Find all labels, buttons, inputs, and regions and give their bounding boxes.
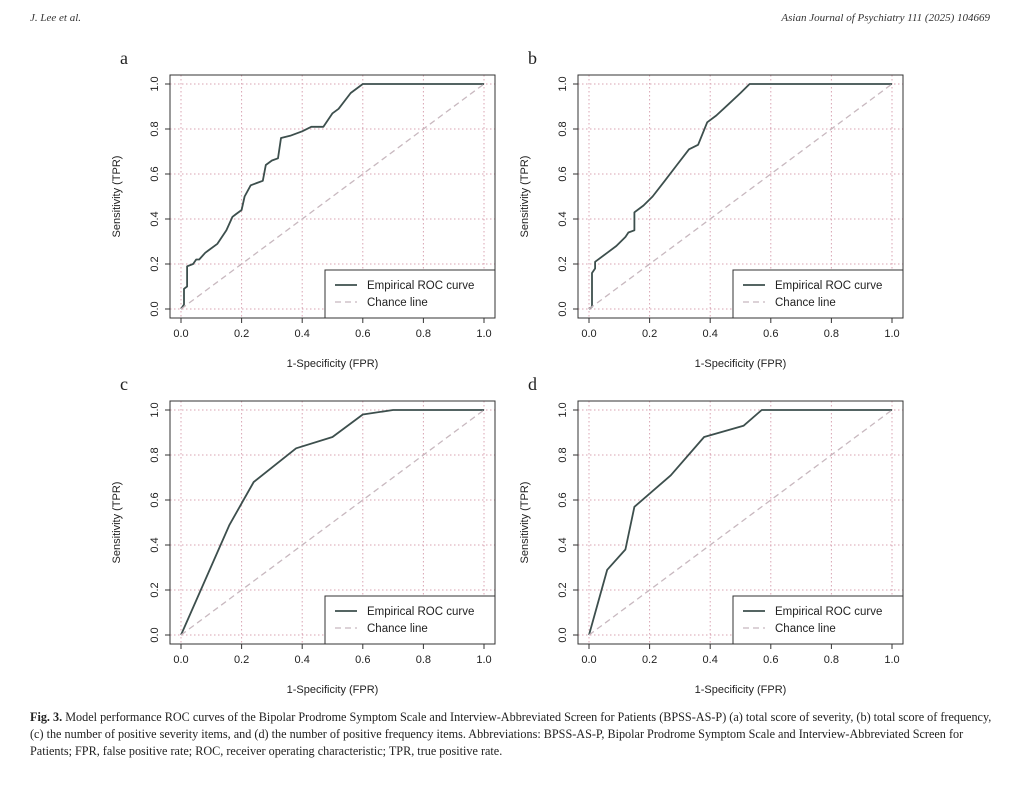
y-tick-label: 0.0 [149, 301, 161, 316]
y-tick-label: 0.0 [557, 301, 569, 316]
x-tick-label: 0.2 [234, 654, 249, 666]
x-tick-label: 0.2 [642, 328, 657, 340]
x-tick-label: 1.0 [476, 328, 491, 340]
x-tick-label: 0.4 [295, 328, 310, 340]
x-tick-label: 0.0 [173, 328, 188, 340]
panel-letter: c [120, 374, 128, 394]
legend-label: Chance line [775, 623, 836, 635]
figure-caption: Fig. 3. Model performance ROC curves of … [30, 709, 992, 760]
roc-chart-b: b 0.0 0.2 0.4 0.6 0.8 1.0 0.0 0.2 0.4 0.6 0.8 1.0 1-S… [519, 48, 904, 370]
figure-caption-text: Model performance ROC curves of the Bipo… [30, 710, 992, 758]
x-tick-label: 0.8 [824, 654, 839, 666]
y-tick-label: 0.2 [557, 256, 569, 271]
y-tick-label: 0.8 [149, 121, 161, 136]
x-tick-label: 0.6 [763, 328, 778, 340]
roc-curve [588, 83, 892, 310]
running-head-journal: Asian Journal of Psychiatry 111 (2025) 1… [781, 12, 990, 24]
x-tick-label: 0.4 [703, 654, 718, 666]
y-tick-label: 1.0 [149, 402, 161, 417]
figure-label: Fig. 3. [30, 710, 63, 724]
legend-label: Chance line [367, 623, 428, 635]
legend-label: Empirical ROC curve [367, 606, 474, 618]
running-head-authors: J. Lee et al. [30, 12, 82, 24]
y-tick-label: 0.2 [149, 582, 161, 597]
y-tick-label: 1.0 [149, 76, 161, 91]
x-tick-label: 1.0 [884, 654, 899, 666]
y-tick-label: 1.0 [557, 76, 569, 91]
y-tick-label: 0.6 [149, 492, 161, 507]
y-axis-label: Sensitivity (TPR) [519, 156, 531, 238]
x-axis-label: 1-Specificity (FPR) [695, 358, 787, 370]
roc-chart-a: a 0.0 0.2 0.4 0.6 0.8 1.0 0.0 0.2 0.4 0.6 0.8 1.0 1-S… [111, 48, 496, 370]
y-tick-label: 0.6 [557, 166, 569, 181]
y-tick-label: 0.0 [149, 627, 161, 642]
legend-box [324, 595, 496, 645]
legend-label: Chance line [775, 297, 836, 309]
roc-chart-c: c 0.0 0.2 0.4 0.6 0.8 1.0 0.0 0.2 0.4 0.6 0.8 1.0 1-S… [111, 374, 496, 696]
panel-letter: b [528, 48, 537, 68]
chance-line [180, 409, 485, 636]
x-tick-label: 0.4 [703, 328, 718, 340]
y-tick-label: 0.4 [149, 537, 161, 552]
x-tick-label: 0.0 [581, 654, 596, 666]
roc-chart-d: d 0.0 0.2 0.4 0.6 0.8 1.0 0.0 0.2 0.4 0.6 0.8 1.0 1-S… [519, 374, 904, 696]
legend-box [732, 595, 904, 645]
x-tick-label: 0.8 [416, 328, 431, 340]
roc-curve [180, 83, 484, 310]
legend-label: Empirical ROC curve [367, 280, 474, 292]
legend-box [324, 269, 496, 319]
y-axis-label: Sensitivity (TPR) [111, 156, 123, 238]
legend-box [732, 269, 904, 319]
roc-curve [180, 409, 484, 636]
y-tick-label: 0.8 [557, 121, 569, 136]
x-tick-label: 0.0 [173, 654, 188, 666]
x-tick-label: 1.0 [476, 654, 491, 666]
chance-line [588, 83, 893, 310]
chance-line [180, 83, 485, 310]
y-tick-label: 0.4 [557, 537, 569, 552]
x-tick-label: 0.6 [355, 328, 370, 340]
legend-label: Empirical ROC curve [775, 606, 882, 618]
x-tick-label: 0.8 [824, 328, 839, 340]
x-tick-label: 0.2 [234, 328, 249, 340]
y-tick-label: 0.6 [557, 492, 569, 507]
y-tick-label: 1.0 [557, 402, 569, 417]
x-axis-label: 1-Specificity (FPR) [287, 684, 379, 696]
y-tick-label: 0.8 [149, 447, 161, 462]
y-tick-label: 0.8 [557, 447, 569, 462]
y-tick-label: 0.0 [557, 627, 569, 642]
y-axis-label: Sensitivity (TPR) [111, 482, 123, 564]
x-tick-label: 0.6 [355, 654, 370, 666]
panel-letter: d [528, 374, 537, 394]
x-axis-label: 1-Specificity (FPR) [287, 358, 379, 370]
y-tick-label: 0.4 [149, 211, 161, 226]
x-tick-label: 0.4 [295, 654, 310, 666]
legend-label: Empirical ROC curve [775, 280, 882, 292]
y-tick-label: 0.2 [557, 582, 569, 597]
x-tick-label: 0.6 [763, 654, 778, 666]
x-tick-label: 0.2 [642, 654, 657, 666]
x-tick-label: 0.0 [581, 328, 596, 340]
x-axis-label: 1-Specificity (FPR) [695, 684, 787, 696]
y-tick-label: 0.4 [557, 211, 569, 226]
legend-label: Chance line [367, 297, 428, 309]
panel-letter: a [120, 48, 128, 68]
x-tick-label: 1.0 [884, 328, 899, 340]
y-tick-label: 0.6 [149, 166, 161, 181]
y-axis-label: Sensitivity (TPR) [519, 482, 531, 564]
y-tick-label: 0.2 [149, 256, 161, 271]
chance-line [588, 409, 893, 636]
roc-curve [588, 409, 892, 636]
x-tick-label: 0.8 [416, 654, 431, 666]
